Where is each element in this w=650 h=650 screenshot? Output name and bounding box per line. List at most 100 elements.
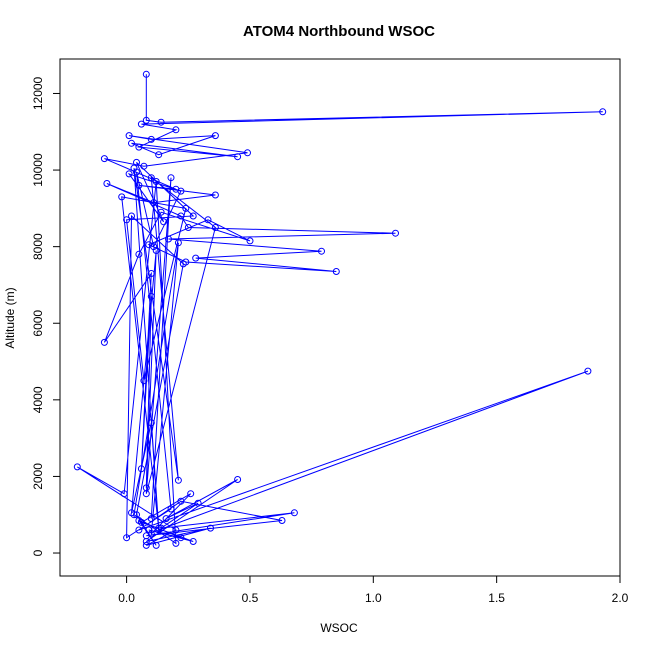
data-point (234, 476, 242, 483)
data-point (179, 260, 187, 268)
data-point (137, 465, 145, 473)
data-point (211, 191, 219, 199)
data-point (152, 541, 160, 549)
data-point (135, 143, 143, 151)
data-point (123, 216, 131, 224)
data-point (246, 237, 254, 245)
data-point (147, 135, 155, 143)
y-tick-label: 8000 (31, 233, 45, 260)
data-point (128, 212, 135, 220)
data-point (142, 116, 150, 124)
data-point (392, 229, 399, 237)
series-layer (73, 70, 607, 549)
data-point (160, 218, 168, 226)
data-point (135, 181, 143, 189)
data-point (130, 164, 138, 172)
y-axis: 0 2000 4000 6000 8000 10000 12000 (31, 76, 61, 556)
data-point (147, 419, 155, 427)
series-line (77, 74, 603, 546)
data-point (135, 517, 143, 524)
chart-title: ATOM4 Northbound WSOC (243, 23, 435, 40)
data-point (207, 524, 214, 532)
data-point (135, 526, 143, 534)
data-point (211, 132, 219, 140)
data-point (244, 149, 251, 157)
data-point (290, 509, 298, 517)
data-point (332, 268, 340, 275)
x-axis-label: WSOC (320, 621, 358, 635)
data-point (155, 151, 163, 159)
data-point (278, 517, 286, 524)
y-axis-label: Altitude (m) (3, 287, 17, 348)
data-point (192, 254, 200, 262)
data-point (584, 367, 592, 375)
data-point (157, 208, 165, 216)
y-tick-label: 4000 (31, 386, 45, 413)
data-point (150, 243, 158, 251)
data-point (103, 180, 111, 187)
data-point (142, 541, 150, 549)
data-point (177, 187, 185, 195)
data-point (73, 463, 81, 471)
data-point (211, 224, 219, 231)
x-tick-label: 1.5 (488, 591, 505, 605)
data-point (150, 199, 158, 207)
data-point (125, 132, 133, 140)
y-tick-label: 2000 (31, 463, 45, 490)
data-point (128, 139, 135, 147)
data-point (133, 158, 140, 166)
x-tick-label: 0.0 (118, 591, 135, 605)
data-point (174, 239, 182, 247)
data-point (599, 108, 607, 116)
x-tick-label: 0.5 (242, 591, 259, 605)
data-point (182, 204, 190, 212)
data-point (184, 224, 192, 231)
x-tick-label: 2.0 (612, 591, 629, 605)
data-point (187, 490, 195, 498)
data-point (152, 178, 160, 185)
data-point (147, 515, 155, 523)
data-point (167, 174, 175, 182)
data-point (318, 247, 325, 255)
y-tick-label: 12000 (31, 76, 45, 110)
data-point (177, 534, 185, 542)
data-point (174, 476, 182, 484)
data-point (147, 174, 155, 182)
data-point (167, 505, 175, 513)
data-point (189, 538, 197, 545)
data-point (125, 170, 133, 178)
data-point (100, 338, 108, 346)
x-axis: 0.0 0.5 1.0 1.5 2.0 (118, 575, 629, 605)
data-point (157, 524, 165, 532)
data-point (137, 120, 145, 128)
data-point (155, 524, 163, 532)
data-point (162, 515, 170, 523)
data-point (172, 526, 180, 534)
data-point (165, 235, 172, 243)
data-point (147, 292, 155, 300)
data-point (234, 153, 242, 161)
data-point (120, 490, 128, 498)
y-tick-label: 0 (31, 549, 45, 556)
data-point (140, 162, 148, 170)
data-point (123, 534, 131, 542)
data-point (142, 70, 150, 78)
data-point (118, 193, 126, 201)
data-point (177, 497, 185, 505)
data-point (142, 490, 150, 498)
data-point (142, 538, 150, 545)
y-tick-label: 6000 (31, 310, 45, 337)
data-point (204, 216, 212, 224)
data-point (147, 270, 155, 277)
y-tick-label: 10000 (31, 153, 45, 187)
data-point (100, 155, 108, 163)
data-point (157, 118, 165, 126)
data-point (172, 126, 180, 134)
data-point (130, 511, 138, 519)
x-tick-label: 1.0 (365, 591, 382, 605)
data-point (135, 250, 143, 258)
data-point (172, 539, 180, 547)
